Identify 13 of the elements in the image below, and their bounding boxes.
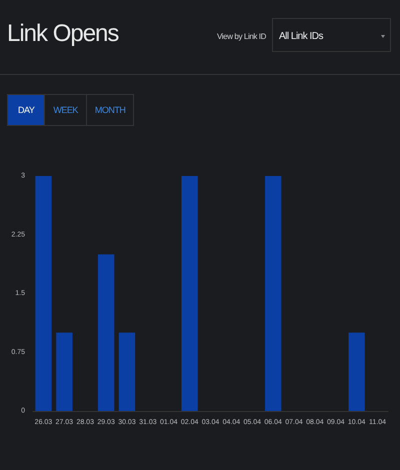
text: MONTH: [86, 95, 134, 125]
text: All Link IDs: [279, 31, 324, 42]
bar: [118, 332, 136, 411]
chart-title: Link Opens: [7, 20, 118, 48]
bar: [181, 176, 198, 411]
bar: [98, 254, 114, 411]
text: View by Link ID: [217, 32, 266, 41]
bar: [348, 332, 365, 411]
bar: [35, 176, 52, 411]
text: WEEK: [44, 95, 86, 125]
bar: [265, 176, 282, 411]
bar: [56, 332, 72, 411]
text: DAY: [8, 95, 44, 125]
